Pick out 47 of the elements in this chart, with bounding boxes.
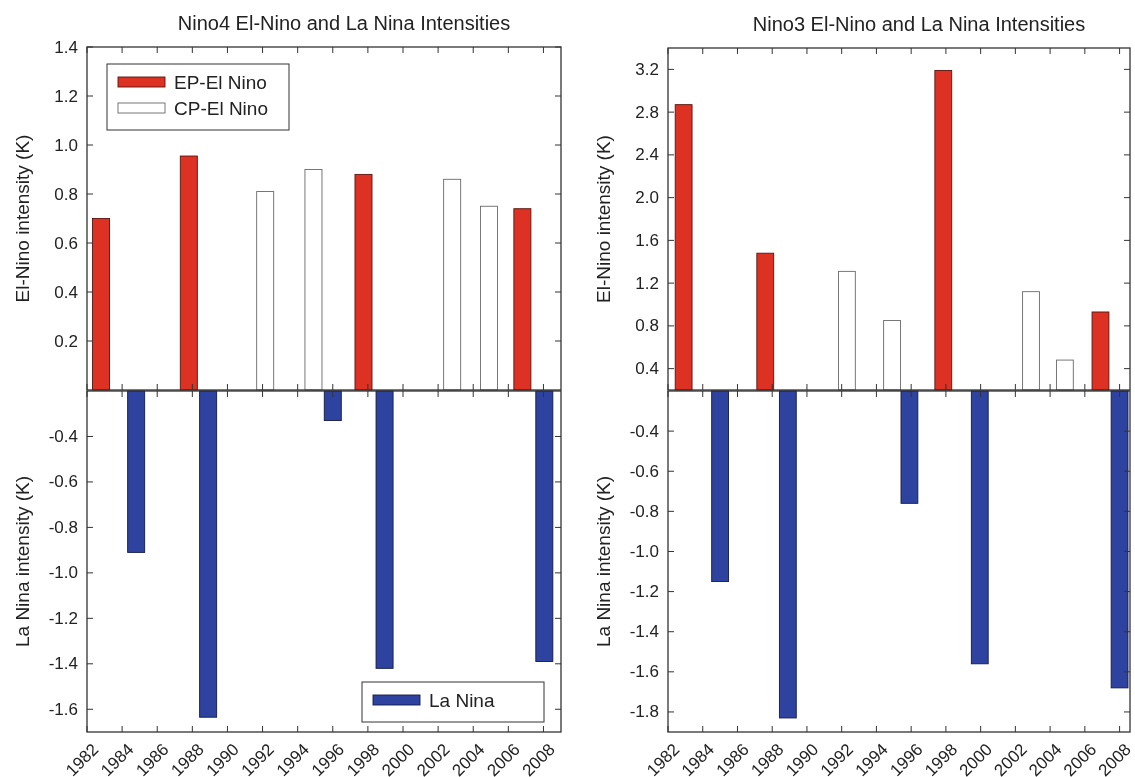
y-axis-title: El-Nino intensity (K)	[12, 134, 33, 303]
y-tick-label: -0.6	[629, 461, 659, 481]
y-tick-label: -1.4	[629, 622, 659, 642]
y-tick-label: 2.0	[635, 188, 659, 208]
bar	[443, 178, 462, 391]
y-tick-label: -0.6	[48, 472, 78, 492]
y-tick-label: -1.6	[629, 662, 659, 682]
y-tick-label: -0.4	[48, 426, 78, 446]
y-tick-label: 1.4	[54, 37, 78, 57]
bar	[354, 173, 373, 391]
y-axis-title: La Nina intensity (K)	[12, 475, 33, 648]
y-tick-label: 1.0	[54, 135, 78, 155]
y-tick-label: -0.4	[629, 421, 659, 441]
y-tick-label: 3.2	[635, 59, 659, 79]
y-tick-label: -0.8	[629, 501, 659, 521]
chart-title: Nino3 El-Nino and La Nina Intensities	[752, 13, 1086, 35]
y-tick-label: 0.6	[54, 233, 78, 253]
bar	[304, 169, 323, 391]
y-tick-label: 1.6	[635, 230, 659, 250]
bar	[179, 155, 198, 391]
y-tick-label: 0.4	[54, 282, 78, 302]
y-tick-label: 0.4	[635, 359, 659, 379]
y-tick-label: -1.8	[629, 702, 659, 722]
y-tick-label: -1.0	[48, 563, 78, 583]
y-tick-label: -1.6	[48, 699, 78, 719]
chart-title: Nino4 El-Nino and La Nina Intensities	[177, 12, 511, 34]
y-tick-label: 1.2	[635, 273, 659, 293]
bar	[513, 208, 532, 391]
y-tick-label: 1.2	[54, 86, 78, 106]
bar	[256, 191, 275, 391]
y-tick-label: 0.8	[54, 184, 78, 204]
bar	[92, 218, 111, 391]
y-tick-label: 2.8	[635, 102, 659, 122]
y-tick-label: -1.4	[48, 654, 78, 674]
y-tick-label: 0.8	[635, 316, 659, 336]
y-tick-label: 2.4	[635, 145, 659, 165]
y-tick-label: -0.8	[48, 517, 78, 537]
legend-label: La Nina	[429, 689, 495, 711]
y-tick-label: -1.0	[629, 541, 659, 561]
bar	[480, 205, 498, 391]
y-tick-label: -1.2	[48, 608, 78, 628]
y-tick-label: 0.2	[54, 331, 78, 351]
y-tick-label: -1.2	[629, 582, 659, 602]
y-axis-title: El-Nino intensity (K)	[593, 135, 614, 303]
legend-label: EP-El Nino	[174, 71, 267, 93]
y-axis-title: La Nina intensity (K)	[593, 475, 614, 648]
legend-label: CP-El Nino	[174, 97, 268, 119]
